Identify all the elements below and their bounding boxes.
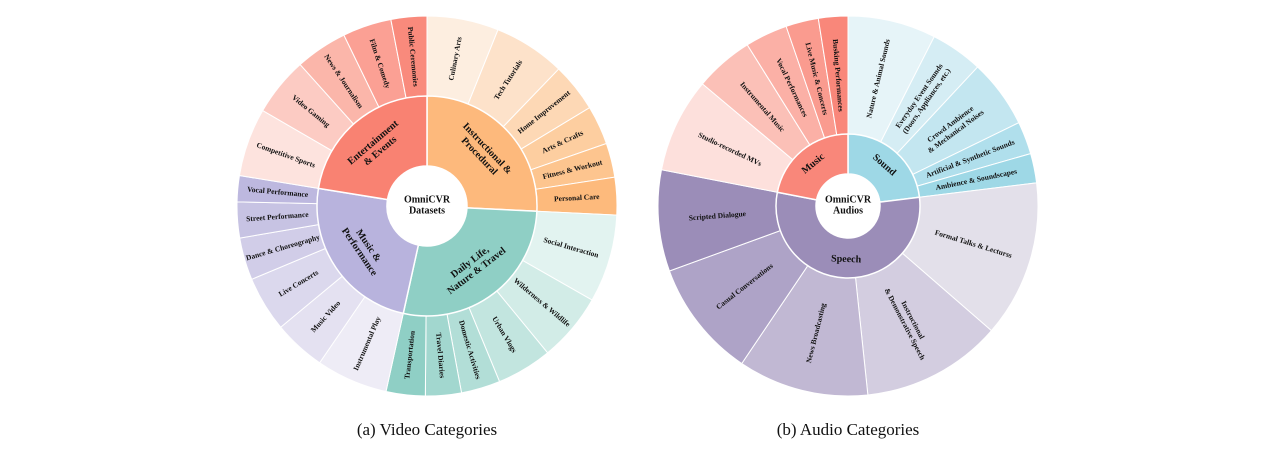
center-hole [387, 166, 467, 246]
caption: (a) Video Categories [357, 420, 497, 439]
group-segment [775, 191, 921, 279]
leaf-label: Travel Diaries [434, 332, 447, 378]
leaf-label-line: Travel Diaries [434, 332, 447, 378]
center-label-line: OmniCVR [825, 195, 872, 206]
group-label-line: Speech [831, 254, 862, 266]
center-label-line: Datasets [409, 206, 445, 217]
center-label-line: Audios [833, 206, 863, 217]
caption: (b) Audio Categories [777, 420, 920, 439]
center-label: OmniCVR Audios [825, 195, 872, 217]
leaf-label-line: Personal Care [554, 192, 601, 203]
center-hole [816, 174, 880, 238]
leaf-label: Personal Care [554, 192, 601, 203]
center-label-line: OmniCVR [404, 195, 451, 206]
group-label: Speech [831, 254, 862, 266]
center-label: OmniCVR Datasets [404, 195, 451, 217]
